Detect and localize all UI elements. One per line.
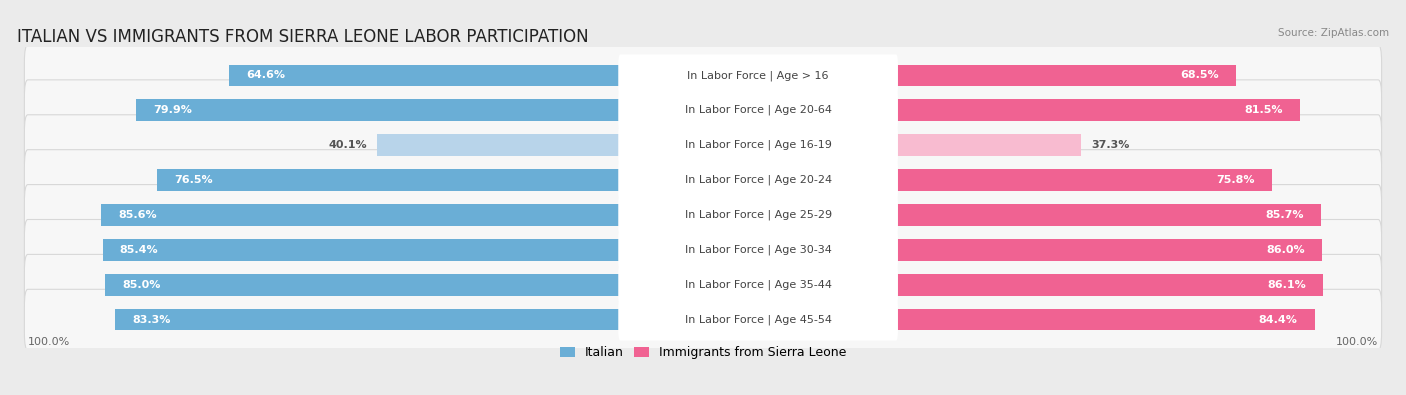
Bar — [896, 274, 1323, 295]
Text: 68.5%: 68.5% — [1180, 70, 1219, 80]
Text: 86.1%: 86.1% — [1267, 280, 1306, 290]
Text: In Labor Force | Age > 16: In Labor Force | Age > 16 — [688, 70, 830, 81]
Text: In Labor Force | Age 20-24: In Labor Force | Age 20-24 — [685, 175, 832, 185]
Text: ITALIAN VS IMMIGRANTS FROM SIERRA LEONE LABOR PARTICIPATION: ITALIAN VS IMMIGRANTS FROM SIERRA LEONE … — [17, 28, 589, 46]
Text: 84.4%: 84.4% — [1258, 315, 1298, 325]
FancyBboxPatch shape — [24, 254, 1382, 315]
Text: 100.0%: 100.0% — [1336, 337, 1378, 347]
FancyBboxPatch shape — [619, 89, 898, 131]
Bar — [896, 204, 1322, 226]
Bar — [101, 204, 620, 226]
Text: In Labor Force | Age 16-19: In Labor Force | Age 16-19 — [685, 140, 831, 150]
Text: In Labor Force | Age 25-29: In Labor Force | Age 25-29 — [685, 210, 832, 220]
Bar — [896, 134, 1081, 156]
Bar — [896, 64, 1236, 86]
FancyBboxPatch shape — [24, 115, 1382, 175]
Text: Source: ZipAtlas.com: Source: ZipAtlas.com — [1278, 28, 1389, 38]
Text: 85.4%: 85.4% — [120, 245, 159, 255]
FancyBboxPatch shape — [619, 159, 898, 201]
FancyBboxPatch shape — [24, 220, 1382, 280]
Text: 86.0%: 86.0% — [1267, 245, 1305, 255]
Bar — [896, 239, 1323, 261]
Bar — [896, 309, 1315, 331]
Text: 64.6%: 64.6% — [246, 70, 285, 80]
Bar — [896, 100, 1301, 121]
Bar — [229, 64, 620, 86]
Text: 75.8%: 75.8% — [1216, 175, 1254, 185]
FancyBboxPatch shape — [619, 229, 898, 271]
FancyBboxPatch shape — [24, 184, 1382, 245]
Bar — [156, 169, 620, 191]
Bar — [105, 274, 620, 295]
Text: In Labor Force | Age 45-54: In Labor Force | Age 45-54 — [685, 314, 831, 325]
FancyBboxPatch shape — [619, 194, 898, 236]
FancyBboxPatch shape — [619, 124, 898, 166]
Bar — [115, 309, 620, 331]
FancyBboxPatch shape — [619, 55, 898, 96]
Text: 85.0%: 85.0% — [122, 280, 160, 290]
Legend: Italian, Immigrants from Sierra Leone: Italian, Immigrants from Sierra Leone — [560, 346, 846, 359]
Text: In Labor Force | Age 30-34: In Labor Force | Age 30-34 — [685, 245, 831, 255]
FancyBboxPatch shape — [24, 80, 1382, 141]
Text: 76.5%: 76.5% — [174, 175, 212, 185]
Text: In Labor Force | Age 35-44: In Labor Force | Age 35-44 — [685, 280, 831, 290]
FancyBboxPatch shape — [24, 150, 1382, 211]
Bar — [896, 169, 1272, 191]
Bar — [103, 239, 620, 261]
Text: 100.0%: 100.0% — [28, 337, 70, 347]
Text: 83.3%: 83.3% — [132, 315, 172, 325]
FancyBboxPatch shape — [619, 299, 898, 340]
Text: 85.6%: 85.6% — [118, 210, 157, 220]
Bar — [377, 134, 620, 156]
Text: 40.1%: 40.1% — [328, 140, 367, 150]
Bar — [136, 100, 620, 121]
Text: 37.3%: 37.3% — [1091, 140, 1129, 150]
Text: In Labor Force | Age 20-64: In Labor Force | Age 20-64 — [685, 105, 831, 115]
Text: 79.9%: 79.9% — [153, 105, 193, 115]
FancyBboxPatch shape — [24, 289, 1382, 350]
Text: 81.5%: 81.5% — [1244, 105, 1282, 115]
FancyBboxPatch shape — [24, 45, 1382, 106]
FancyBboxPatch shape — [619, 264, 898, 306]
Text: 85.7%: 85.7% — [1265, 210, 1303, 220]
